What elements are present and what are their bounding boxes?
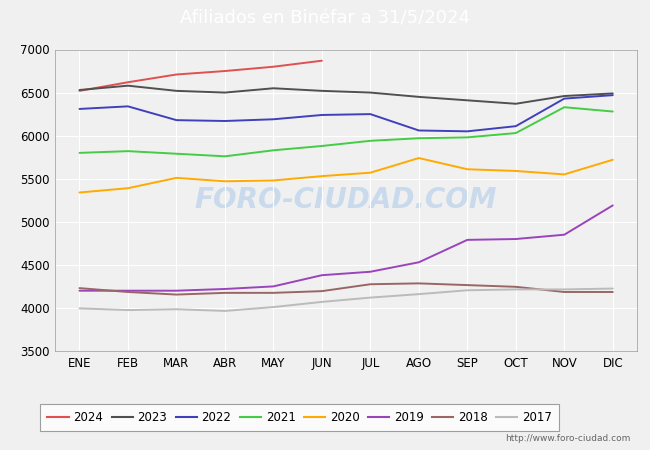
Text: FORO-CIUDAD.COM: FORO-CIUDAD.COM [195, 186, 497, 214]
Text: http://www.foro-ciudad.com: http://www.foro-ciudad.com [505, 434, 630, 443]
Text: Afiliados en Binéfar a 31/5/2024: Afiliados en Binéfar a 31/5/2024 [180, 9, 470, 27]
Legend: 2024, 2023, 2022, 2021, 2020, 2019, 2018, 2017: 2024, 2023, 2022, 2021, 2020, 2019, 2018… [40, 404, 559, 431]
